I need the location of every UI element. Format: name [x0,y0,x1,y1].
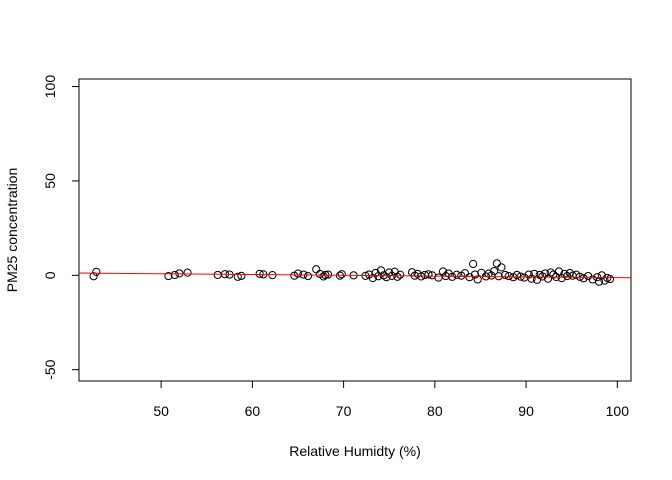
data-point [546,268,555,277]
data-point [393,272,402,281]
data-point [500,270,510,280]
data-point [579,274,588,283]
data-point [303,271,313,281]
data-point [424,270,433,279]
regression-line [78,272,632,279]
data-point [538,272,547,281]
data-point [237,271,246,280]
data-point [89,272,98,281]
data-point [452,270,461,279]
data-point [512,270,522,280]
data-point [477,268,486,277]
data-point [524,270,533,279]
data-point [605,274,615,284]
data-point [337,270,346,279]
data-point [465,273,474,282]
x-tick-label: 100 [606,403,630,419]
data-point [164,271,173,281]
data-point [527,274,536,283]
x-tick-label: 90 [518,403,534,419]
data-point [382,273,391,282]
x-tick-label: 50 [153,403,169,419]
y-axis-title: PM25 concentration [4,168,20,293]
x-tick-label: 70 [336,403,352,419]
x-axis-title: Relative Humidty (%) [289,443,420,459]
data-point [473,275,482,284]
data-point [597,271,606,280]
y-tick-label: 100 [42,75,58,99]
data-point [563,271,572,281]
data-point [448,272,457,281]
data-point [170,270,179,280]
data-point [213,270,222,280]
plot-frame [78,78,632,382]
data-point [368,274,377,283]
data-point [557,274,566,283]
data-point [293,269,303,278]
data-point [504,271,513,281]
x-tick-label: 60 [245,403,261,419]
data-point [312,265,321,274]
data-point [92,267,101,277]
y-tick-label: 50 [42,173,58,189]
data-points [89,259,615,286]
data-point [323,270,333,279]
data-point [255,269,264,278]
data-point [497,263,506,272]
data-point [396,270,405,279]
y-tick-label: -50 [42,359,58,379]
data-point [438,267,448,276]
data-point [376,266,386,275]
data-point [490,267,499,276]
x-axis: 50 60 70 80 90 100 [153,380,630,419]
data-point [233,272,242,281]
data-point [484,269,493,278]
y-tick-label: 0 [42,271,58,279]
y-axis: -50 0 50 100 [42,75,80,380]
data-point [600,276,609,285]
data-point [492,259,501,268]
data-point [319,272,328,281]
data-point [469,259,478,269]
x-tick-label: 80 [427,403,443,419]
data-point [183,268,192,277]
